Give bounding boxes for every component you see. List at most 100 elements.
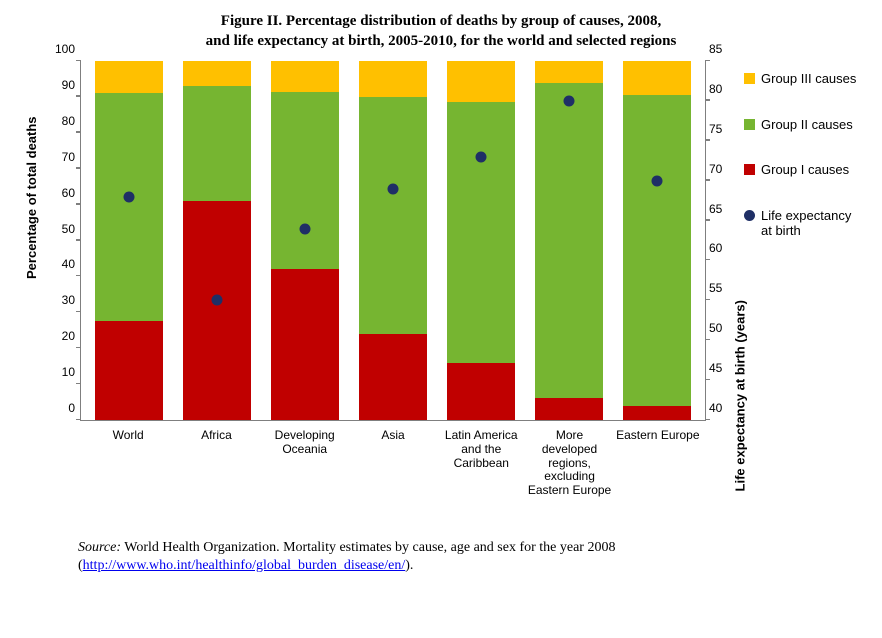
x-axis-label: World (84, 429, 172, 521)
bar-column (349, 61, 437, 420)
bar-segment-group3 (359, 61, 428, 97)
bar-segment-group1 (359, 334, 428, 420)
x-axis-label: Africa (172, 429, 260, 521)
y-axis-left-label: Percentage of total deaths (24, 116, 39, 279)
bar-column (613, 61, 701, 420)
y-left-tickmark (76, 167, 81, 169)
y-left-tick: 50 (47, 223, 75, 235)
y-right-tickmark (705, 299, 710, 301)
life-expectancy-dot (564, 95, 575, 106)
life-expectancy-dot (124, 191, 135, 202)
bar-segment-group1 (535, 398, 604, 420)
bar-segment-group2 (95, 93, 164, 321)
stacked-bar (535, 61, 604, 420)
x-axis-label: More developed regions, excluding Easter… (525, 429, 613, 521)
y-left-tickmark (76, 347, 81, 349)
stacked-bar (183, 61, 252, 420)
x-axis-label: Developing Oceania (261, 429, 349, 521)
legend-item: Group III causes (744, 71, 864, 87)
source-text-after: ). (405, 558, 413, 573)
y-right-tickmark (705, 179, 710, 181)
bar-segment-group1 (447, 363, 516, 420)
y-left-tick: 70 (47, 151, 75, 163)
legend-swatch (744, 210, 755, 221)
y-left-tickmark (76, 383, 81, 385)
y-right-tick: 40 (709, 402, 731, 414)
y-left-tickmark (76, 95, 81, 97)
bar-segment-group2 (535, 83, 604, 399)
source-prefix: Source: (78, 540, 121, 555)
bar-segment-group1 (271, 269, 340, 420)
stacked-bar (447, 61, 516, 420)
y-right-tickmark (705, 339, 710, 341)
bar-column (525, 61, 613, 420)
life-expectancy-dot (300, 223, 311, 234)
y-left-tick: 100 (47, 43, 75, 55)
y-left-tickmark (76, 275, 81, 277)
stacked-bar (95, 61, 164, 420)
y-right-tick: 45 (709, 362, 731, 374)
x-axis-labels: WorldAfricaDeveloping OceaniaAsiaLatin A… (80, 425, 706, 521)
bar-segment-group3 (271, 61, 340, 92)
y-left-tick: 40 (47, 258, 75, 270)
legend-label: Group II causes (761, 117, 853, 133)
legend-label: Life expectancy at birth (761, 208, 864, 239)
y-left-tick: 10 (47, 366, 75, 378)
bar-segment-group1 (95, 321, 164, 420)
bar-column (261, 61, 349, 420)
y-left-tick: 90 (47, 79, 75, 91)
stacked-bar (623, 61, 692, 420)
stacked-bar (359, 61, 428, 420)
life-expectancy-dot (652, 175, 663, 186)
title-line-1: Figure II. Percentage distribution of de… (221, 13, 661, 29)
y-left-tick: 0 (47, 402, 75, 414)
bar-segment-group3 (95, 61, 164, 93)
legend-swatch (744, 73, 755, 84)
y-right-tick: 80 (709, 83, 731, 95)
y-left-tickmark (76, 60, 81, 62)
legend: Group III causesGroup II causesGroup I c… (744, 71, 864, 269)
stacked-bar (271, 61, 340, 420)
y-right-tickmark (705, 139, 710, 141)
y-right-tick: 55 (709, 282, 731, 294)
y-right-tickmark (705, 219, 710, 221)
life-expectancy-dot (476, 151, 487, 162)
legend-swatch (744, 119, 755, 130)
bar-segment-group3 (183, 61, 252, 86)
y-right-tick: 50 (709, 322, 731, 334)
y-left-tickmark (76, 239, 81, 241)
y-axis-right-label: Life expectancy at birth (years) (732, 300, 747, 491)
y-left-tick: 80 (47, 115, 75, 127)
y-right-tickmark (705, 379, 710, 381)
source-note: Source: World Health Organization. Morta… (78, 539, 864, 574)
legend-swatch (744, 164, 755, 175)
x-axis-label: Latin America and the Caribbean (437, 429, 525, 521)
bar-segment-group3 (535, 61, 604, 83)
y-left-tickmark (76, 203, 81, 205)
y-right-tick: 60 (709, 242, 731, 254)
y-left-tick: 30 (47, 294, 75, 306)
y-left-tickmark (76, 131, 81, 133)
title-line-2: and life expectancy at birth, 2005-2010,… (206, 33, 677, 49)
bars-container (81, 61, 705, 420)
x-axis-label: Eastern Europe (614, 429, 702, 521)
bar-column (437, 61, 525, 420)
life-expectancy-dot (212, 295, 223, 306)
y-right-tickmark (705, 60, 710, 62)
y-right-tickmark (705, 419, 710, 421)
chart-title: Figure II. Percentage distribution of de… (18, 12, 864, 51)
y-left-tick: 60 (47, 187, 75, 199)
bar-segment-group2 (183, 86, 252, 201)
legend-item: Life expectancy at birth (744, 208, 864, 239)
bar-column (85, 61, 173, 420)
plot-region: 0102030405060708090100404550556065707580… (80, 61, 706, 421)
source-link[interactable]: http://www.who.int/healthinfo/global_bur… (83, 558, 406, 573)
y-left-tick: 20 (47, 330, 75, 342)
y-right-tickmark (705, 99, 710, 101)
x-axis-label: Asia (349, 429, 437, 521)
y-left-tickmark (76, 311, 81, 313)
y-right-tickmark (705, 259, 710, 261)
bar-segment-group3 (447, 61, 516, 102)
y-right-tick: 85 (709, 43, 731, 55)
bar-segment-group1 (183, 201, 252, 420)
